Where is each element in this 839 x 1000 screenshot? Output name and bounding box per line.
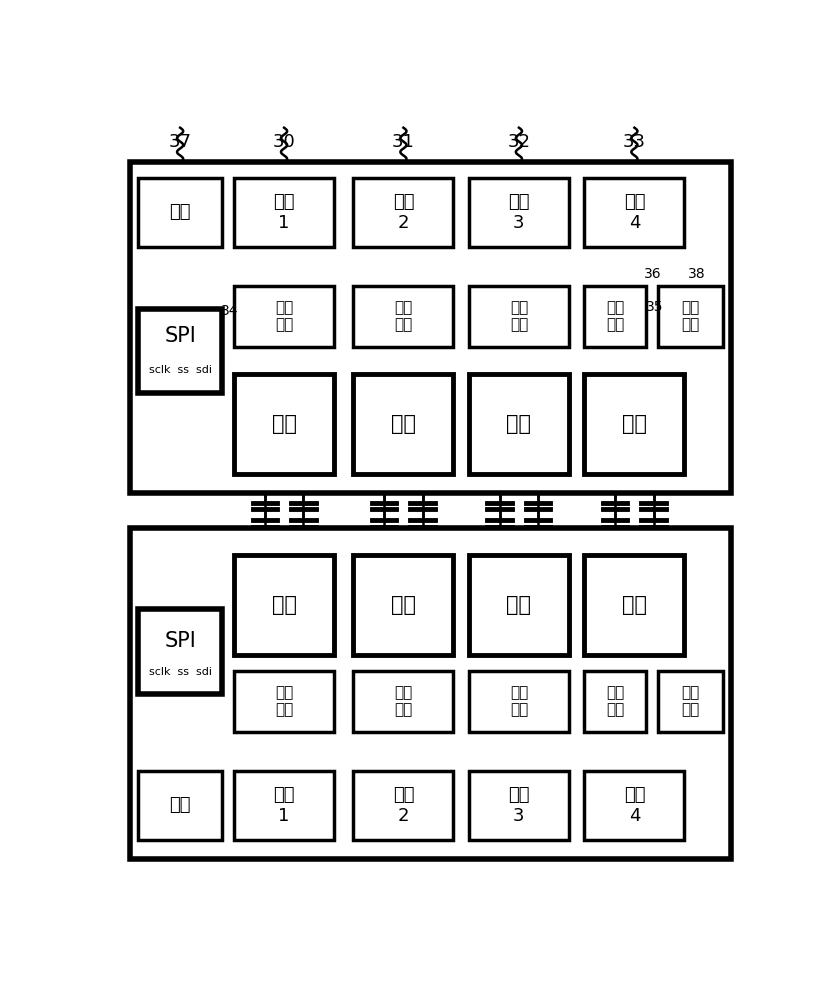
Text: 36: 36 bbox=[644, 267, 662, 281]
Text: 输出
使能: 输出 使能 bbox=[275, 685, 293, 718]
Text: 工作: 工作 bbox=[622, 414, 647, 434]
Bar bbox=[469, 286, 569, 347]
Bar bbox=[138, 309, 222, 393]
Text: 输出
使能: 输出 使能 bbox=[394, 300, 413, 333]
Bar bbox=[585, 286, 646, 347]
Text: SPI: SPI bbox=[164, 631, 196, 651]
Text: 35: 35 bbox=[646, 300, 664, 314]
Bar bbox=[585, 555, 685, 655]
Bar bbox=[130, 162, 731, 493]
Text: 使能: 使能 bbox=[169, 796, 190, 814]
Text: 30: 30 bbox=[273, 133, 295, 151]
Bar bbox=[469, 555, 569, 655]
Bar bbox=[469, 671, 569, 732]
Bar bbox=[353, 286, 453, 347]
Text: 38: 38 bbox=[688, 267, 706, 281]
Text: 工作: 工作 bbox=[391, 595, 416, 615]
Text: SPI: SPI bbox=[164, 326, 196, 346]
Text: 通道
4: 通道 4 bbox=[623, 193, 645, 232]
Text: 测试
采样: 测试 采样 bbox=[681, 300, 700, 333]
Bar bbox=[130, 528, 731, 859]
Bar bbox=[138, 178, 222, 247]
Bar bbox=[234, 178, 334, 247]
Bar bbox=[234, 771, 334, 840]
Bar bbox=[353, 178, 453, 247]
Bar bbox=[658, 286, 723, 347]
Text: 输出
使能: 输出 使能 bbox=[510, 300, 528, 333]
Bar bbox=[234, 555, 334, 655]
Text: 通道
3: 通道 3 bbox=[508, 786, 529, 825]
Text: 通道
2: 通道 2 bbox=[393, 786, 414, 825]
Text: 33: 33 bbox=[623, 133, 646, 151]
Text: 输出
使能: 输出 使能 bbox=[606, 300, 624, 333]
Text: 输出
使能: 输出 使能 bbox=[275, 300, 293, 333]
Bar bbox=[353, 671, 453, 732]
Text: 通道
1: 通道 1 bbox=[274, 193, 294, 232]
Text: 37: 37 bbox=[169, 133, 191, 151]
Bar bbox=[353, 374, 453, 474]
Text: 输出
使能: 输出 使能 bbox=[510, 685, 528, 718]
Text: 工作: 工作 bbox=[391, 414, 416, 434]
Text: 通道
4: 通道 4 bbox=[623, 786, 645, 825]
Bar bbox=[585, 771, 685, 840]
Bar bbox=[585, 178, 685, 247]
Text: 输出
使能: 输出 使能 bbox=[606, 685, 624, 718]
Text: 32: 32 bbox=[508, 133, 530, 151]
Bar bbox=[469, 374, 569, 474]
Bar bbox=[353, 555, 453, 655]
Text: 工作: 工作 bbox=[272, 414, 296, 434]
Text: sclk  ss  sdi: sclk ss sdi bbox=[149, 667, 211, 677]
Text: 工作: 工作 bbox=[272, 595, 296, 615]
Bar bbox=[234, 286, 334, 347]
Bar bbox=[353, 771, 453, 840]
Bar bbox=[585, 671, 646, 732]
Text: 通道
2: 通道 2 bbox=[393, 193, 414, 232]
Text: 通道
1: 通道 1 bbox=[274, 786, 294, 825]
Bar bbox=[585, 374, 685, 474]
Text: 工作: 工作 bbox=[507, 595, 531, 615]
Bar bbox=[469, 178, 569, 247]
Bar bbox=[138, 609, 222, 694]
Text: 34: 34 bbox=[221, 304, 238, 318]
Bar bbox=[469, 771, 569, 840]
Text: 通道
3: 通道 3 bbox=[508, 193, 529, 232]
Bar bbox=[138, 771, 222, 840]
Bar bbox=[234, 671, 334, 732]
Text: 31: 31 bbox=[392, 133, 414, 151]
Text: 工作: 工作 bbox=[507, 414, 531, 434]
Text: 使能: 使能 bbox=[169, 203, 190, 221]
Text: 测试
采样: 测试 采样 bbox=[681, 685, 700, 718]
Bar bbox=[234, 374, 334, 474]
Bar bbox=[658, 671, 723, 732]
Text: sclk  ss  sdi: sclk ss sdi bbox=[149, 365, 211, 375]
Text: 输出
使能: 输出 使能 bbox=[394, 685, 413, 718]
Text: 工作: 工作 bbox=[622, 595, 647, 615]
